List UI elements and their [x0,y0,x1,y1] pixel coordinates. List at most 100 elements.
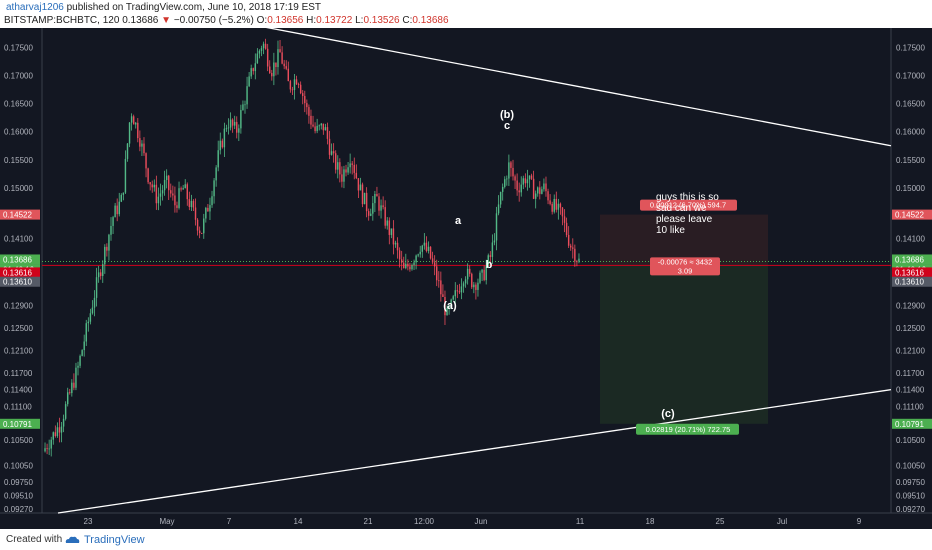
candle-body [382,205,384,208]
candle-body [281,52,283,64]
candle-body [417,254,419,256]
candle-body [386,220,388,226]
tradingview-brand[interactable]: TradingView [84,534,145,546]
candle-body [207,207,209,212]
candle-body [77,365,79,368]
wave-label: (c) [661,408,675,420]
candle-body [563,216,566,223]
candle-body [351,163,353,165]
candle-body [106,246,108,251]
y-tick-label-right: 0.14100 [896,234,925,243]
candle-body [271,73,273,77]
candle-body [295,79,298,85]
price-tag-left [0,254,40,265]
candle-body [240,110,242,129]
candle-body [114,205,116,218]
candle-body [192,200,195,208]
candle-body [415,255,417,263]
author-name[interactable]: atharvaj1206 [6,2,64,13]
candle-body [347,167,349,173]
candle-body [62,418,65,427]
price-change: −0.00750 (−5.2%) [173,15,254,26]
candle-body [363,192,366,205]
candle-body [314,126,316,132]
open-value: 0.13656 [267,15,304,26]
candle-body [330,151,333,155]
target-label-box [640,199,737,211]
y-tick-label-right: 0.10050 [896,461,925,470]
chart-canvas[interactable]: 0.17500 0.17500 0.17000 0.17000 0.16500 0.165… [0,28,932,529]
candle-body [572,247,574,249]
candle-body [471,273,473,288]
upper-trendline[interactable] [225,28,892,147]
candle-body [312,124,314,127]
y-tick-label-left: 0.11700 [4,369,33,378]
candle-body [530,175,533,179]
candle-body [256,53,259,64]
candle-body [512,167,514,177]
position-label-box [650,257,720,276]
candle-body [89,313,92,322]
y-tick-label-left: 0.17500 [4,44,33,53]
candle-body [396,242,399,251]
candle-body [349,163,351,168]
y-tick-label-right: 0.16500 [896,100,925,109]
candle-body [143,143,145,154]
stop-zone[interactable] [600,265,768,424]
candle-body [561,207,564,217]
candle-body [258,50,261,54]
candle-body [279,49,281,53]
candle-body [264,43,267,49]
candle-body [429,246,432,259]
price-tag-right-text: 0.13610 [895,278,924,287]
candle-body [475,284,477,290]
price-tag-left [0,209,40,220]
candle-body [85,323,87,342]
note-text-line: please leave [656,214,713,225]
candle-body [316,125,318,132]
candle-body [444,296,446,316]
candle-body [229,119,232,128]
candle-body [135,122,137,125]
candle-body [161,190,164,194]
candle-body [91,307,94,314]
candle-body [223,128,226,148]
candle-body [528,175,531,180]
candle-body [168,175,170,191]
candle-body [221,140,224,148]
y-tick-label-left: 0.16000 [4,128,33,137]
candle-body [118,201,120,215]
candle-body [574,248,576,262]
candle-body [508,162,510,179]
candle-body [132,116,135,125]
candle-body [337,162,339,170]
candle-body [421,245,424,252]
candle-body [355,172,358,179]
candle-body [506,178,508,180]
candle-body [246,86,248,105]
candle-body [499,191,502,205]
candle-body [190,200,193,208]
candle-body [81,350,83,356]
candle-body [99,272,102,276]
price-tag-right [892,418,932,429]
candle-body [130,116,133,123]
candle-body [413,262,415,266]
price-tag-left-text: 0.14522 [3,211,32,220]
y-tick-label-right: 0.12100 [896,346,925,355]
candle-body [495,213,498,241]
candle-body [277,49,279,68]
candle-body [367,211,370,216]
candle-body [388,220,391,235]
profit-zone[interactable] [600,214,768,266]
lower-trendline[interactable] [57,389,892,514]
candle-body [293,79,296,90]
candle-body [409,266,411,270]
candle-body [145,153,147,169]
candle-body [139,138,141,147]
target-label-text: 0.00912 (6.70%) 594.7 [650,201,726,210]
y-tick-label-left: 0.11400 [4,386,33,395]
candle-body [178,188,180,208]
candle-body [390,228,393,235]
chart-area[interactable] [0,28,932,529]
